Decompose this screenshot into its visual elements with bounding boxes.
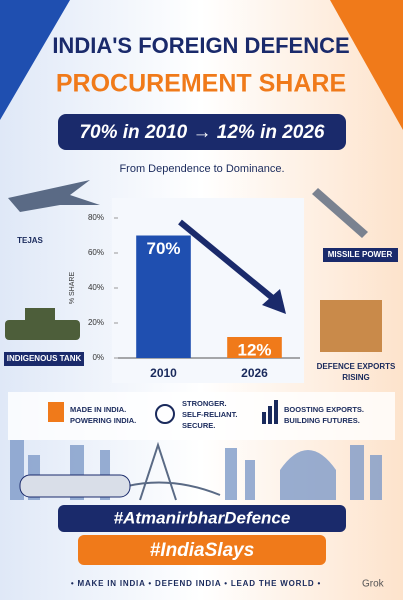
footer: • MAKE IN INDIA • DEFEND INDIA • LEAD TH…	[71, 579, 321, 588]
feature-text: SECURE.	[182, 421, 215, 430]
icon-label: DEFENCE EXPORTS	[317, 362, 396, 371]
feature-text: SELF-RELIANT.	[182, 410, 237, 419]
x-tick-label: 2026	[241, 366, 268, 380]
feature-strip	[8, 392, 395, 440]
growth-icon	[268, 406, 272, 424]
y-tick-label: 20%	[88, 318, 104, 327]
flag-shield	[48, 402, 64, 422]
hashtag: #IndiaSlays	[150, 540, 255, 561]
growth-icon	[262, 412, 266, 424]
banner	[58, 114, 346, 150]
tank-icon	[5, 320, 80, 340]
y-tick-label: 60%	[88, 248, 104, 257]
chart: % SHARE 0% 20% 40% 60% 80% 2010 70% 2026 12%	[69, 198, 304, 383]
hashtag: #AtmanirbharDefence	[114, 508, 291, 527]
label-box	[4, 352, 84, 366]
bar	[227, 337, 282, 358]
feature-text: BUILDING FUTURES.	[284, 416, 360, 425]
icon-label: RISING	[342, 373, 370, 382]
jet-icon	[8, 180, 100, 212]
crate-icon	[320, 300, 382, 352]
banner-text: 70% in 2010 → 12% in 2026	[79, 122, 324, 143]
corner-orange	[330, 0, 403, 130]
y-tick-label: 80%	[88, 213, 104, 222]
x-tick-label: 2010	[150, 366, 177, 380]
feature-text: BOOSTING EXPORTS.	[284, 405, 364, 414]
hashtag-box	[78, 535, 326, 565]
tank-turret	[25, 308, 55, 321]
train	[19, 474, 131, 498]
label-box	[323, 248, 398, 262]
value-label: 12%	[237, 340, 271, 359]
watermark: Grok	[362, 579, 385, 590]
corner-blue	[0, 0, 70, 120]
missile-icon	[312, 188, 368, 238]
y-tick-label: 40%	[88, 283, 104, 292]
icon-label: INDIGENOUS TANK	[7, 354, 82, 363]
feature-text: STRONGER.	[182, 399, 227, 408]
bar	[136, 235, 191, 358]
icon-label: TEJAS	[17, 236, 43, 245]
trend-arrow	[178, 219, 277, 303]
title-line: INDIA'S FOREIGN DEFENCE	[52, 33, 349, 58]
title-line: PROCUREMENT SHARE	[56, 70, 346, 98]
icon-label: MISSILE POWER	[328, 250, 393, 259]
arrow-head	[262, 289, 286, 314]
hashtag-box	[58, 505, 346, 532]
growth-icon	[274, 400, 278, 424]
feature-text: POWERING INDIA.	[70, 416, 136, 425]
target-icon	[155, 404, 175, 424]
y-tick-label: 0%	[92, 353, 104, 362]
feature-text: MADE IN INDIA.	[70, 405, 126, 414]
tagline: From Dependence to Dominance.	[119, 163, 284, 175]
value-label: 70%	[146, 239, 180, 258]
y-axis-label: % SHARE	[69, 272, 76, 305]
